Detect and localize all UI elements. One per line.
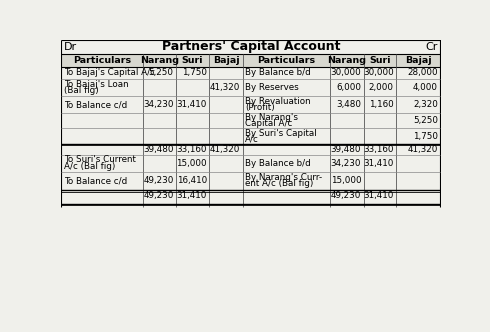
Text: 4,000: 4,000 <box>413 83 438 92</box>
Text: 41,320: 41,320 <box>210 145 240 154</box>
Text: ent A/c (Bal fig): ent A/c (Bal fig) <box>245 179 313 188</box>
Text: Particulars: Particulars <box>257 56 316 65</box>
Text: By Balance b/d: By Balance b/d <box>245 68 311 77</box>
Text: Particulars: Particulars <box>74 56 131 65</box>
Text: 30,000: 30,000 <box>363 68 394 77</box>
Text: 15,000: 15,000 <box>331 176 361 185</box>
Text: 5,250: 5,250 <box>148 68 173 77</box>
Text: To Balance c/d: To Balance c/d <box>64 100 127 109</box>
Bar <box>61 54 440 67</box>
Text: 39,480: 39,480 <box>331 145 361 154</box>
Text: 49,230: 49,230 <box>143 176 173 185</box>
Text: 31,410: 31,410 <box>176 100 207 109</box>
Text: By Narang's Curr-: By Narang's Curr- <box>245 173 322 182</box>
Text: By Suri's Capital: By Suri's Capital <box>245 128 317 137</box>
Text: Bajaj: Bajaj <box>405 56 432 65</box>
Text: (Profit): (Profit) <box>245 103 275 112</box>
Text: By Narang's: By Narang's <box>245 113 298 122</box>
Text: A/c (Bal fig): A/c (Bal fig) <box>64 162 115 171</box>
Text: 1,750: 1,750 <box>413 131 438 140</box>
Text: To Balance c/d: To Balance c/d <box>64 176 127 185</box>
Text: To Bajaj's Capital A/c: To Bajaj's Capital A/c <box>64 68 154 77</box>
Text: By Balance b/d: By Balance b/d <box>245 159 311 168</box>
Text: 16,410: 16,410 <box>177 176 207 185</box>
Text: By Reserves: By Reserves <box>245 83 299 92</box>
Text: 34,230: 34,230 <box>143 100 173 109</box>
Text: 6,000: 6,000 <box>336 83 361 92</box>
Text: 28,000: 28,000 <box>407 68 438 77</box>
Text: 41,320: 41,320 <box>408 145 438 154</box>
Text: To Bajaj's Loan: To Bajaj's Loan <box>64 80 128 89</box>
Text: Capital A/c: Capital A/c <box>245 119 293 128</box>
Text: Cr: Cr <box>425 42 438 52</box>
Text: Suri: Suri <box>369 56 391 65</box>
Text: A/c: A/c <box>245 135 259 144</box>
Text: 1,750: 1,750 <box>182 68 207 77</box>
Text: 49,230: 49,230 <box>331 191 361 200</box>
Text: 3,480: 3,480 <box>336 100 361 109</box>
Text: 49,230: 49,230 <box>143 191 173 200</box>
Text: 31,410: 31,410 <box>176 191 207 200</box>
Text: 1,160: 1,160 <box>369 100 394 109</box>
Text: Partners' Capital Account: Partners' Capital Account <box>162 40 341 53</box>
Text: 34,230: 34,230 <box>331 159 361 168</box>
Text: 2,000: 2,000 <box>369 83 394 92</box>
Text: 39,480: 39,480 <box>143 145 173 154</box>
Text: To Suri's Current: To Suri's Current <box>64 155 135 164</box>
Text: 33,160: 33,160 <box>363 145 394 154</box>
Text: 30,000: 30,000 <box>330 68 361 77</box>
Text: 33,160: 33,160 <box>176 145 207 154</box>
Text: Bajaj: Bajaj <box>213 56 239 65</box>
Text: 15,000: 15,000 <box>176 159 207 168</box>
Text: 31,410: 31,410 <box>364 191 394 200</box>
Text: Narang: Narang <box>327 56 367 65</box>
Text: 2,320: 2,320 <box>413 100 438 109</box>
Text: (Bal fig): (Bal fig) <box>64 86 98 95</box>
Text: 5,250: 5,250 <box>413 116 438 125</box>
Text: By Revaluation: By Revaluation <box>245 97 311 106</box>
Text: Suri: Suri <box>182 56 203 65</box>
Text: 41,320: 41,320 <box>210 83 240 92</box>
Text: 31,410: 31,410 <box>364 159 394 168</box>
Text: Narang: Narang <box>140 56 179 65</box>
Text: Dr: Dr <box>64 42 77 52</box>
